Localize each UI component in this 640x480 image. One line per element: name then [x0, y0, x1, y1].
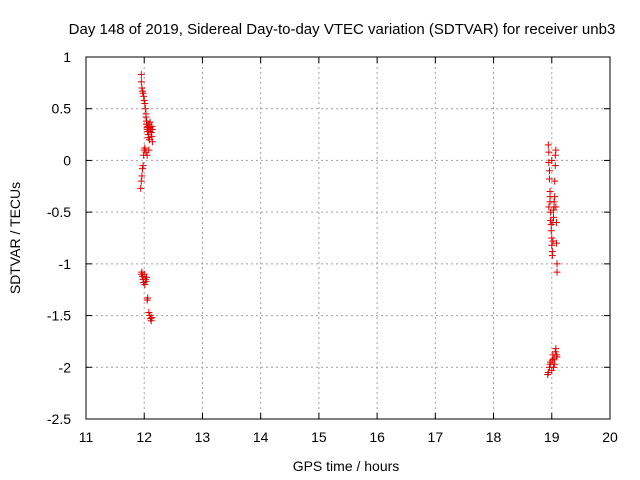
data-point [142, 277, 150, 285]
data-point [548, 366, 556, 374]
y-tick-label: -0.5 [47, 204, 71, 220]
data-point [148, 138, 156, 146]
data-point [544, 141, 552, 149]
plot-frame [85, 56, 611, 420]
x-tick-labels: 11 12 13 14 15 16 17 18 19 20 [79, 429, 618, 445]
data-point [551, 348, 559, 356]
grid [86, 57, 610, 419]
data-point [148, 314, 156, 322]
data-point [553, 260, 561, 268]
x-tick-label: 19 [544, 429, 560, 445]
y-tick-labels: 1 0.5 0 -0.5 -1 -1.5 -2 -2.5 [47, 49, 71, 427]
data-point [552, 345, 560, 353]
data-point [552, 146, 560, 154]
data-point [545, 148, 553, 156]
data-point [550, 198, 558, 206]
data-point [144, 294, 152, 302]
x-tick-label: 14 [253, 429, 269, 445]
data-point [545, 203, 553, 211]
x-tick-label: 20 [602, 429, 618, 445]
data-point [139, 89, 147, 97]
data-point [138, 84, 146, 92]
data-point [137, 71, 145, 79]
data-point [551, 162, 559, 170]
y-tick-label: -1 [59, 256, 72, 272]
x-tick-label: 13 [195, 429, 211, 445]
data-point [553, 353, 561, 361]
axis-ticks [85, 56, 611, 420]
data-point [137, 78, 145, 86]
data-point [546, 193, 554, 201]
y-tick-label: -2.5 [47, 411, 71, 427]
y-tick-label: 1 [63, 49, 71, 65]
data-point [550, 213, 558, 221]
data-point [148, 133, 156, 141]
data-point [141, 144, 149, 152]
x-tick-label: 18 [486, 429, 502, 445]
data-point [548, 252, 556, 260]
data-point [140, 92, 148, 100]
data-point [550, 363, 558, 371]
x-tick-label: 15 [311, 429, 327, 445]
data-point [551, 151, 559, 159]
data-point [545, 167, 553, 175]
x-tick-label: 12 [136, 429, 152, 445]
x-axis-label: GPS time / hours [293, 458, 400, 474]
data-point [551, 360, 559, 368]
data-point [140, 96, 148, 104]
data-point [548, 156, 556, 164]
x-tick-label: 11 [79, 429, 94, 445]
data-point [143, 273, 151, 281]
x-tick-label: 17 [428, 429, 444, 445]
data-point [138, 165, 146, 173]
data-point [148, 122, 156, 130]
y-axis-label: SDTVAR / TECUs [7, 182, 23, 294]
data-point [146, 118, 154, 126]
x-tick-label: 16 [369, 429, 385, 445]
data-points [137, 71, 561, 379]
data-point [548, 356, 556, 364]
data-point [547, 227, 555, 235]
data-point [552, 239, 560, 247]
data-point [551, 177, 559, 185]
data-point [548, 234, 556, 242]
data-point [145, 146, 153, 154]
data-point [545, 175, 553, 183]
data-point [142, 113, 150, 121]
data-point [138, 172, 146, 180]
data-point [552, 203, 560, 211]
data-point [137, 177, 145, 185]
data-point [139, 162, 147, 170]
chart-title: Day 148 of 2019, Sidereal Day-to-day VTE… [69, 21, 616, 38]
data-point [147, 129, 155, 137]
data-point [143, 151, 151, 159]
data-point [141, 105, 149, 113]
data-point [548, 241, 556, 249]
data-point [147, 317, 155, 325]
data-point [552, 218, 560, 226]
data-point [145, 308, 153, 316]
data-point [148, 125, 156, 133]
y-tick-label: 0 [63, 152, 71, 168]
y-tick-label: -2 [59, 359, 72, 375]
y-tick-label: -1.5 [47, 308, 71, 324]
data-point [553, 268, 561, 276]
data-point [141, 281, 149, 289]
data-point [141, 100, 149, 108]
data-point [137, 184, 145, 192]
y-tick-label: 0.5 [52, 101, 72, 117]
